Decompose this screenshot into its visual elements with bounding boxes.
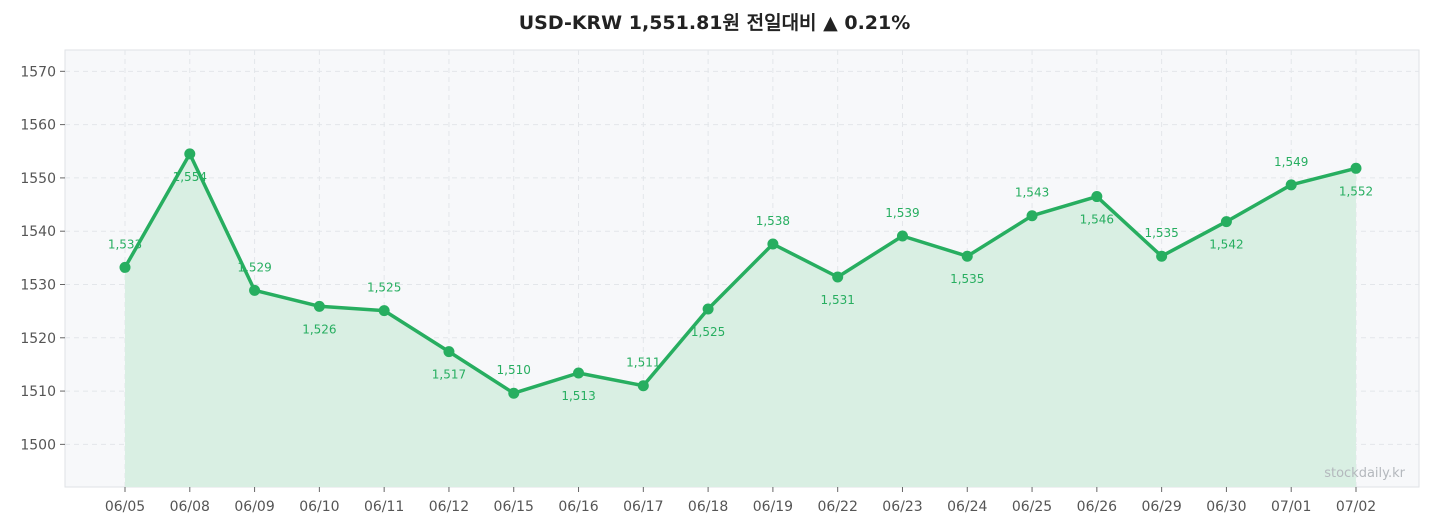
y-tick-label: 1560 <box>20 118 56 134</box>
data-label: 1,546 <box>1080 213 1114 227</box>
watermark: stockdaily.kr <box>1324 466 1405 481</box>
data-point <box>378 305 390 317</box>
data-point <box>702 303 714 315</box>
data-label: 1,513 <box>561 389 595 403</box>
data-label: 1,538 <box>756 214 790 228</box>
x-tick-label: 06/12 <box>429 499 469 515</box>
data-label: 1,533 <box>108 237 142 251</box>
x-axis: 06/05 06/08 06/09 06/10 06/11 06/12 06/15 06/16… <box>105 487 1376 515</box>
data-label: 1,543 <box>1015 186 1049 200</box>
x-tick-label: 06/26 <box>1077 499 1117 515</box>
x-tick-label: 06/18 <box>688 499 728 515</box>
data-point <box>119 261 131 273</box>
y-tick-label: 1540 <box>20 224 56 240</box>
data-label: 1,531 <box>821 293 855 307</box>
data-label: 1,552 <box>1339 184 1373 198</box>
data-point <box>1026 210 1038 222</box>
data-point <box>443 346 455 358</box>
data-point <box>1156 250 1168 262</box>
data-point <box>313 300 325 312</box>
x-tick-label: 06/19 <box>753 499 793 515</box>
data-label: 1,539 <box>885 206 919 220</box>
x-tick-label: 06/05 <box>105 499 145 515</box>
data-point <box>1350 162 1362 174</box>
chart-title: USD-KRW 1,551.81원 전일대비 ▲ 0.21% <box>518 12 911 34</box>
data-label: 1,525 <box>691 325 725 339</box>
x-tick-label: 06/16 <box>558 499 598 515</box>
data-points <box>119 148 1362 399</box>
data-point <box>249 284 261 296</box>
x-tick-label: 06/25 <box>1012 499 1052 515</box>
x-tick-label: 06/08 <box>170 499 210 515</box>
x-tick-label: 07/02 <box>1336 499 1376 515</box>
y-tick-label: 1520 <box>20 331 56 347</box>
x-tick-label: 06/17 <box>623 499 663 515</box>
x-tick-label: 06/10 <box>299 499 339 515</box>
data-label: 1,542 <box>1209 238 1243 252</box>
data-point <box>184 148 196 160</box>
data-labels: 1,533 1,554 1,529 1,526 1,525 1,517 1,510 1,513… <box>108 155 1373 403</box>
data-label: 1,517 <box>432 368 466 382</box>
x-tick-label: 06/23 <box>882 499 922 515</box>
data-point <box>832 271 844 283</box>
data-point <box>1220 216 1232 228</box>
data-point <box>961 250 973 262</box>
data-label: 1,549 <box>1274 155 1308 169</box>
y-tick-label: 1510 <box>20 384 56 400</box>
data-point <box>637 380 649 392</box>
data-label: 1,510 <box>497 363 531 377</box>
area-fill <box>125 153 1356 487</box>
y-tick-label: 1500 <box>20 437 56 453</box>
y-tick-label: 1570 <box>20 64 56 80</box>
x-tick-label: 06/24 <box>947 499 987 515</box>
y-axis: 1500 1510 1520 1530 1540 1550 1560 1570 <box>20 64 65 453</box>
data-point <box>508 387 520 399</box>
y-tick-label: 1530 <box>20 277 56 293</box>
x-tick-label: 06/09 <box>234 499 274 515</box>
x-tick-label: 06/22 <box>818 499 858 515</box>
data-label: 1,535 <box>1144 226 1178 240</box>
x-tick-label: 06/29 <box>1141 499 1181 515</box>
data-label: 1,529 <box>237 260 271 274</box>
data-label: 1,535 <box>950 272 984 286</box>
data-point <box>767 238 779 250</box>
x-tick-label: 06/15 <box>494 499 534 515</box>
data-label: 1,511 <box>626 356 660 370</box>
data-label: 1,525 <box>367 281 401 295</box>
data-point <box>1285 179 1297 191</box>
x-tick-label: 07/01 <box>1271 499 1311 515</box>
series-line <box>123 152 1357 395</box>
x-tick-label: 06/30 <box>1206 499 1246 515</box>
y-tick-label: 1550 <box>20 171 56 187</box>
data-label: 1,554 <box>173 170 207 184</box>
data-point <box>1091 191 1103 203</box>
x-tick-label: 06/11 <box>364 499 404 515</box>
data-point <box>573 367 585 379</box>
data-point <box>896 230 908 242</box>
data-label: 1,526 <box>302 322 336 336</box>
